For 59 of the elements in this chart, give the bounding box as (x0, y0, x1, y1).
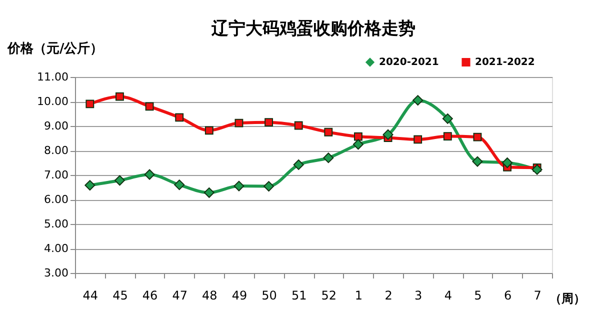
x-tick-label: 44 (82, 288, 98, 302)
point (293, 159, 304, 170)
x-tick-label: 5 (474, 288, 482, 302)
point (354, 132, 362, 141)
x-tick-label: 3 (414, 288, 422, 302)
y-tick-label: 6.00 (44, 193, 68, 206)
point (324, 128, 333, 136)
x-tick-label: 49 (232, 288, 248, 302)
x-tick-label: 2 (384, 288, 392, 302)
point (323, 152, 334, 164)
point (294, 121, 303, 130)
y-tick-label: 7.00 (44, 168, 68, 182)
point (264, 118, 273, 127)
y-tick-label: 3.00 (44, 266, 68, 280)
point (174, 180, 185, 190)
x-tick-label: 51 (291, 288, 307, 302)
point (382, 129, 394, 140)
y-tick-label: 11.00 (37, 70, 68, 84)
x-tick-label: 7 (534, 288, 542, 302)
point (175, 113, 184, 122)
point (145, 102, 154, 111)
point (234, 118, 244, 128)
point (352, 139, 364, 150)
point (144, 169, 155, 180)
point (473, 132, 482, 142)
point (472, 156, 483, 167)
y-tick-label: 5.00 (44, 218, 68, 230)
point (502, 158, 513, 168)
point (114, 175, 125, 186)
x-tick-label: 52 (321, 288, 337, 302)
x-axis-title: （周） (550, 292, 586, 306)
point (412, 95, 424, 106)
point (442, 113, 453, 124)
point (532, 164, 542, 175)
point (204, 126, 214, 135)
x-tick-label: 47 (172, 288, 188, 302)
x-tick-label: 46 (142, 288, 158, 302)
x-tick-label: 1 (354, 288, 363, 302)
point (86, 100, 94, 108)
x-tick-label: 48 (202, 288, 218, 302)
x-tick-label: 6 (504, 288, 512, 302)
legend-label: 2020-2021 (379, 57, 439, 68)
point (443, 132, 452, 140)
x-tick-label: 4 (444, 288, 452, 302)
point (84, 180, 96, 191)
point (234, 180, 244, 192)
y-tick-label: 9.00 (44, 120, 68, 132)
y-tick-label: 10.00 (37, 95, 68, 108)
y-tick-label: 8.00 (44, 144, 68, 157)
chart-title: 辽宁大码鸡蛋收购价格走势 (210, 19, 416, 39)
x-tick-label: 45 (112, 288, 128, 302)
point (204, 187, 214, 198)
x-tick-label: 50 (262, 288, 277, 302)
point (414, 135, 422, 144)
y-tick-label: 4.00 (44, 242, 68, 255)
point (264, 181, 274, 192)
legend-label: 2021-2022 (475, 57, 535, 68)
point (116, 92, 124, 101)
y-axis-title: 价格（元/公斤） (6, 40, 104, 56)
